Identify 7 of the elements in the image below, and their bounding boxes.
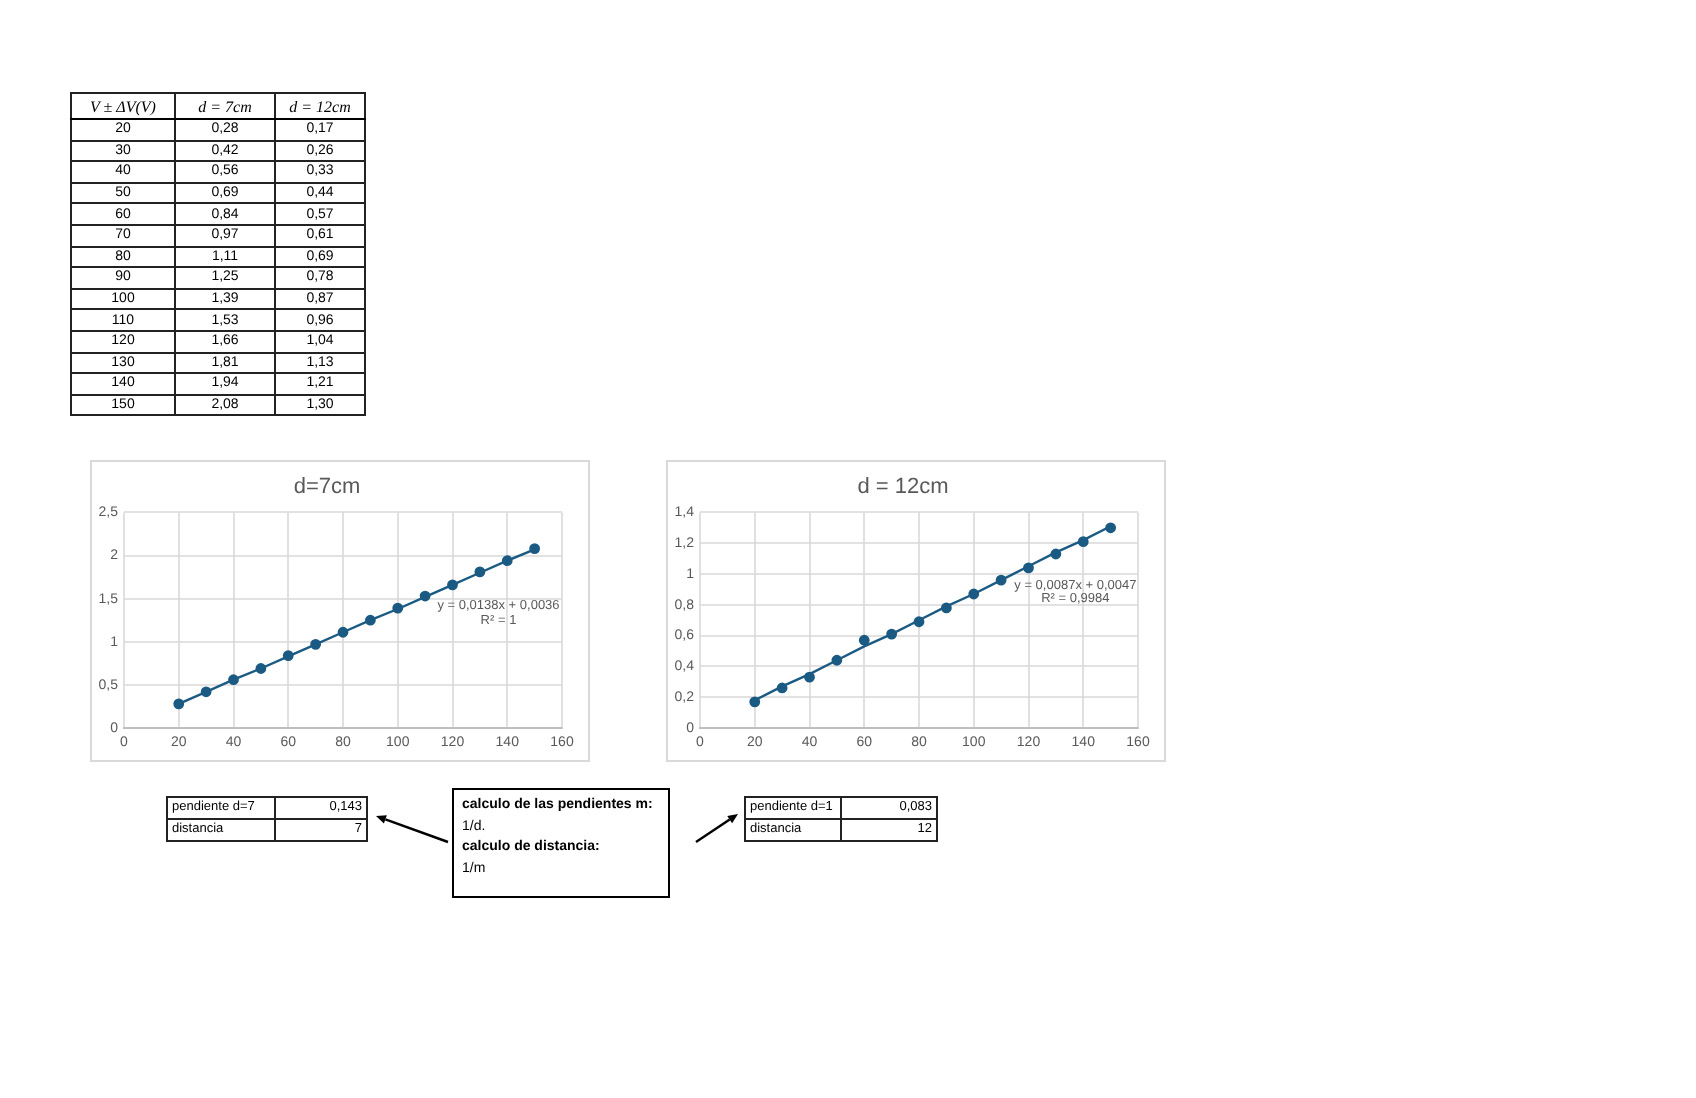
point	[529, 543, 541, 555]
chart-title: d = 12cm	[857, 475, 949, 500]
chart-title: d=7cm	[293, 475, 361, 500]
text: V ± ΔV(V)	[71, 93, 175, 119]
text: d = 7cm	[175, 93, 275, 119]
text: d = 12cm	[275, 93, 365, 119]
point	[858, 634, 870, 646]
